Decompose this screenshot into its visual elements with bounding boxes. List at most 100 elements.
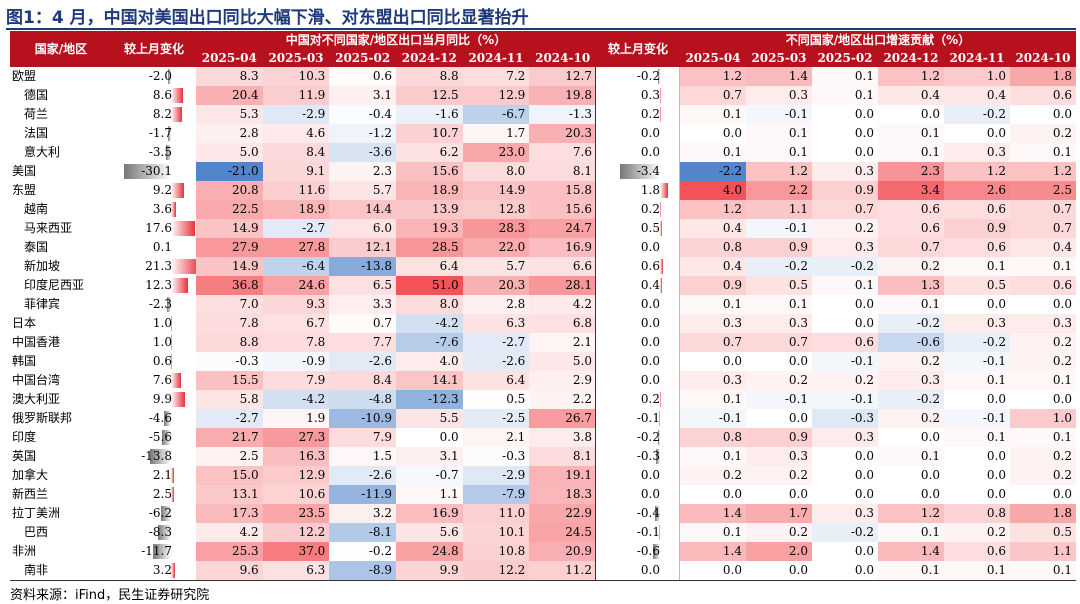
contrib-cell: 0.0 xyxy=(746,352,812,371)
contrib-cell: 0.0 xyxy=(812,124,878,143)
header-contrib-change: 较上月变化 xyxy=(596,31,680,67)
yoy-cell: -10.9 xyxy=(329,409,396,428)
contrib-change-value: 0.2 xyxy=(640,392,660,406)
yoy-cell: 20.9 xyxy=(529,542,596,561)
yoy-change-bar xyxy=(171,88,183,103)
contrib-cell: 3.4 xyxy=(878,181,944,200)
yoy-cell: 11.9 xyxy=(262,86,330,105)
table-row: 澳大利亚 9.9 5.8 -4.2 -4.8 -12.3 0.5 2.2 0.2 0.1 -0.1-… xyxy=(10,390,1076,409)
yoy-cell: 23.0 xyxy=(462,143,530,162)
yoy-change-bar xyxy=(171,392,185,407)
figure-title: 图1：4 月，中国对美国出口同比大幅下滑、对东盟出口同比显著抬升 xyxy=(6,8,529,28)
yoy-cell: -2.9 xyxy=(262,105,330,124)
yoy-change-value: -11.7 xyxy=(141,544,172,558)
country-name: 新西兰 xyxy=(12,487,49,501)
contrib-cell: -0.2 xyxy=(944,333,1010,352)
table-row: 荷兰 8.2 5.3 -2.9 -0.4 -1.6 -6.7 -1.3 0.2 0.1 -0.1 0.… xyxy=(10,105,1076,124)
yoy-cell: 4.0 xyxy=(396,352,463,371)
contrib-cell: -0.1 xyxy=(746,390,812,409)
yoy-cell: 14.4 xyxy=(329,200,396,219)
table-row: 印度尼西亚 12.3 36.8 24.6 6.5 51.0 20.3 28.1 0.4 0.9 0.… xyxy=(10,276,1076,295)
contrib-change-value: -0.6 xyxy=(636,544,660,558)
contrib-cell: 0.2 xyxy=(746,523,812,542)
country-name: 德国 xyxy=(24,88,49,102)
yoy-change-value: -1.7 xyxy=(148,126,172,140)
yoy-change-bar xyxy=(171,563,176,578)
yoy-cell: 5.7 xyxy=(462,257,530,276)
yoy-cell: 9.6 xyxy=(196,561,263,580)
table-row: 德国 8.6 20.4 11.9 3.1 12.5 12.9 19.8 0.3 0.7 0.3 0.1… xyxy=(10,86,1076,105)
contrib-cell: 0.9 xyxy=(944,219,1010,238)
yoy-change-value: 9.2 xyxy=(152,183,172,197)
contrib-cell: 0.2 xyxy=(746,371,812,390)
contrib-cell: 0.3 xyxy=(812,428,878,447)
contrib-cell: 1.7 xyxy=(746,504,812,523)
contrib-cell: 1.2 xyxy=(746,162,812,181)
table-row: 拉丁美洲 -6.2 17.3 23.5 3.2 16.9 11.0 22.9 -0.4 1.4 1.… xyxy=(10,504,1076,523)
contrib-cell: 0.1 xyxy=(878,523,944,542)
contrib-change-bar xyxy=(652,544,660,559)
contrib-cell: 0.1 xyxy=(680,390,746,409)
yoy-cell: -0.3 xyxy=(196,352,263,371)
yoy-change-bar xyxy=(161,506,171,521)
country-name: 美国 xyxy=(12,164,37,178)
contrib-cell: 0.3 xyxy=(680,314,746,333)
yoy-change-bar xyxy=(171,107,183,122)
contrib-cell: 0.2 xyxy=(878,257,944,276)
yoy-change-value: 9.9 xyxy=(152,392,172,406)
contrib-change-bar xyxy=(655,506,660,521)
contrib-cell: 0.8 xyxy=(680,238,746,257)
yoy-change-bar xyxy=(171,278,188,293)
yoy-change-bar xyxy=(149,449,171,464)
yoy-cell: -11.9 xyxy=(329,485,396,504)
contrib-cell: 0.0 xyxy=(812,542,878,561)
yoy-change-bar xyxy=(167,297,171,312)
contrib-cell: 0.2 xyxy=(1010,124,1076,143)
yoy-cell: -2.9 xyxy=(462,466,530,485)
contrib-cell: 0.0 xyxy=(944,466,1010,485)
yoy-cell: 16.9 xyxy=(396,504,463,523)
country-name: 中国台湾 xyxy=(12,373,61,387)
contrib-cell: -0.1 xyxy=(812,352,878,371)
country-name: 菲律宾 xyxy=(24,297,61,311)
contrib-cell: 2.6 xyxy=(944,181,1010,200)
contrib-cell: 0.0 xyxy=(1010,390,1076,409)
contrib-change-value: 0.0 xyxy=(640,335,660,349)
contrib-cell: -0.1 xyxy=(944,352,1010,371)
contrib-cell: -0.1 xyxy=(746,219,812,238)
contrib-change-bar xyxy=(660,221,663,236)
contrib-cell: 1.0 xyxy=(1010,409,1076,428)
month-header-contrib: 2025-02 xyxy=(812,49,878,67)
yoy-change-bar xyxy=(171,316,173,331)
contrib-cell: 0.1 xyxy=(746,143,812,162)
yoy-cell: 10.6 xyxy=(262,485,330,504)
contrib-cell: 0.0 xyxy=(812,561,878,580)
table-row: 意大利 -3.5 5.0 8.4 -3.6 6.2 23.0 7.6 0.0 0.1 0.1 0.0 0… xyxy=(10,143,1076,162)
contrib-cell: 1.2 xyxy=(878,67,944,86)
yoy-cell: 8.4 xyxy=(262,143,330,162)
yoy-cell: -1.6 xyxy=(396,105,463,124)
yoy-cell: 8.0 xyxy=(396,295,463,314)
contrib-change-value: -0.1 xyxy=(636,525,660,539)
contrib-cell: 0.0 xyxy=(878,105,944,124)
country-name: 中国香港 xyxy=(12,335,61,349)
contrib-cell: 0.1 xyxy=(812,86,878,105)
contrib-cell: 0.6 xyxy=(1010,86,1076,105)
yoy-cell: 3.1 xyxy=(396,447,463,466)
contrib-change-bar xyxy=(660,107,661,122)
yoy-cell: 22.5 xyxy=(196,200,263,219)
yoy-cell: 1.5 xyxy=(329,447,396,466)
contrib-cell: 0.1 xyxy=(1010,561,1076,580)
contrib-cell: 0.7 xyxy=(680,86,746,105)
yoy-cell: -4.2 xyxy=(262,390,330,409)
yoy-cell: 14.9 xyxy=(196,219,263,238)
contrib-change-bar xyxy=(660,392,661,407)
yoy-cell: 36.8 xyxy=(196,276,263,295)
country-name: 马来西亚 xyxy=(24,221,73,235)
contrib-change-value: -0.3 xyxy=(636,449,660,463)
yoy-cell: -6.7 xyxy=(462,105,530,124)
yoy-cell: 6.7 xyxy=(262,314,330,333)
yoy-cell: 9.3 xyxy=(262,295,330,314)
contrib-cell: 0.1 xyxy=(1010,257,1076,276)
contrib-cell: 0.0 xyxy=(1010,105,1076,124)
